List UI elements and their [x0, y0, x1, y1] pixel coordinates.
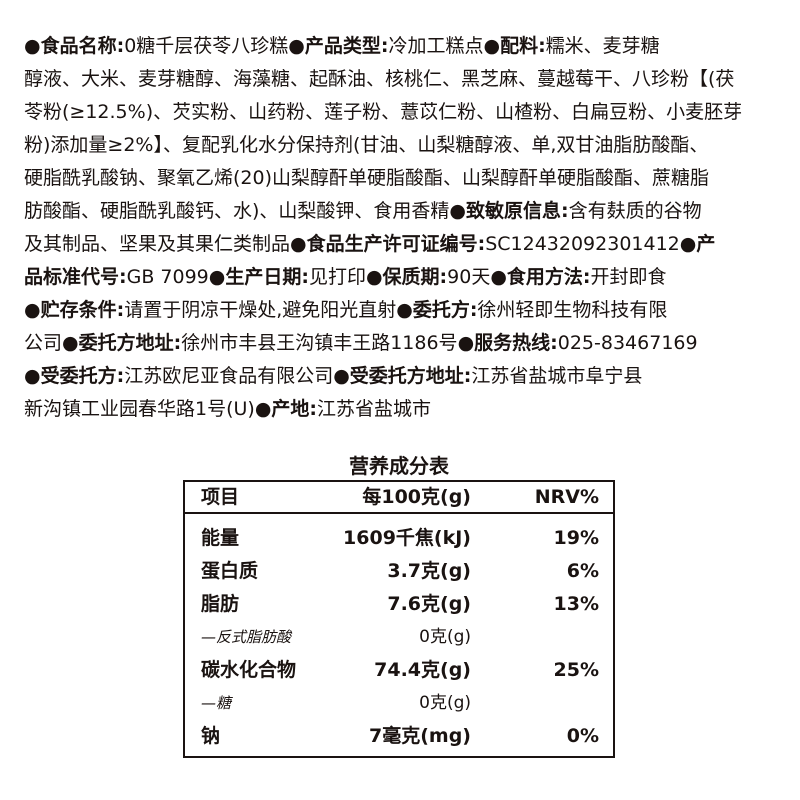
nutrient-nrv: 13% — [553, 593, 599, 615]
field-value: 江苏省盐城市 — [317, 398, 432, 420]
label-line: 品标准代号:GB 7099●生产日期:见打印●保质期:90天●食用方法:开封即食 — [24, 261, 784, 294]
label-line: 及其制品、坚果及其果仁类制品●食品生产许可证编号:SC1243209230141… — [24, 228, 784, 261]
nutrition-table: 项目 每100克(g) NRV% 能量 1609千焦(kJ) 19% 蛋白质 3.7克(… — [183, 480, 615, 758]
label-line: 醇液、大米、麦芽糖醇、海藻糖、起酥油、核桃仁、黑芝麻、蔓越莓干、八珍粉【(茯 — [24, 63, 784, 96]
field-label: ●产品类型: — [288, 35, 389, 57]
field-value: GB 7099 — [126, 266, 209, 288]
field-value: 醇液、大米、麦芽糖醇、海藻糖、起酥油、核桃仁、黑芝麻、蔓越莓干、八珍粉【(茯 — [24, 68, 735, 90]
field-value: 肪酸酯、硬脂酰乳酸钙、水)、山梨酸钾、食用香精 — [24, 200, 450, 222]
field-value: 江苏省盐城市阜宁县 — [471, 365, 643, 387]
nutrient-name: 能量 — [201, 527, 240, 549]
field-value: 0糖千层茯苓八珍糕 — [124, 35, 289, 57]
field-label: 品标准代号: — [24, 266, 127, 288]
nutrient-amount: 7.6克(g) — [387, 593, 471, 615]
field-label: ●受委托方地址: — [333, 365, 472, 387]
field-label: ●服务热线: — [457, 332, 558, 354]
label-line: 硬脂酰乳酸钠、聚氧乙烯(20)山梨醇酐单硬脂酸酯、山梨醇酐单硬脂酸酯、蔗糖脂 — [24, 162, 784, 195]
nutrient-name: 蛋白质 — [201, 560, 259, 582]
field-label: ●配料: — [483, 35, 546, 57]
label-line: 肪酸酯、硬脂酰乳酸钙、水)、山梨酸钾、食用香精●致敏原信息:含有麸质的谷物 — [24, 195, 784, 228]
field-value: 025-83467169 — [557, 332, 698, 354]
field-label: ●食品生产许可证编号: — [290, 233, 486, 255]
label-line: 苓粉(≥12.5%)、芡实粉、山药粉、莲子粉、薏苡仁粉、山楂粉、白扁豆粉、小麦胚… — [24, 96, 784, 129]
nutrition-row: —糖 0克(g) — [185, 687, 613, 720]
nutrient-amount: 3.7克(g) — [387, 560, 471, 582]
nutrition-row: 碳水化合物 74.4克(g) 25% — [185, 654, 613, 687]
field-label: ●贮存条件: — [24, 299, 125, 321]
nutrient-nrv: 25% — [553, 659, 599, 681]
nutrition-header-row: 项目 每100克(g) NRV% — [185, 483, 613, 514]
nutrition-row: —反式脂肪酸 0克(g) — [185, 621, 613, 654]
nutrient-nrv: 19% — [553, 527, 599, 549]
nutrition-row: 钠 7毫克(mg) 0% — [185, 720, 613, 753]
label-line: 粉)添加量≥2%】、复配乳化水分保持剂(甘油、山梨糖醇液、单,双甘油脂肪酸酯、 — [24, 129, 784, 162]
nutrition-row: 脂肪 7.6克(g) 13% — [185, 588, 613, 621]
field-value: 新沟镇工业园春华路1号(U) — [24, 398, 255, 420]
nutrient-amount: 7毫克(mg) — [369, 725, 471, 747]
field-value: 硬脂酰乳酸钠、聚氧乙烯(20)山梨醇酐单硬脂酸酯、山梨醇酐单硬脂酸酯、蔗糖脂 — [24, 167, 710, 189]
field-value: 粉)添加量≥2%】、复配乳化水分保持剂(甘油、山梨糖醇液、单,双甘油脂肪酸酯、 — [24, 134, 709, 156]
field-label: ●委托方地址: — [62, 332, 182, 354]
nutrition-row: 蛋白质 3.7克(g) 6% — [185, 555, 613, 588]
label-line: 公司●委托方地址:徐州市丰县王沟镇丰王路1186号●服务热线:025-83467… — [24, 327, 784, 360]
nutrition-title: 营养成分表 — [349, 454, 449, 478]
label-line: ●贮存条件:请置于阴凉干燥处,避免阳光直射●委托方:徐州轻即生物科技有限 — [24, 294, 784, 327]
nutrient-name: —糖 — [201, 694, 232, 712]
nutrient-name: 碳水化合物 — [201, 659, 297, 681]
header-amount: 每100克(g) — [362, 486, 471, 508]
label-text: ●食品名称:0糖千层茯苓八珍糕●产品类型:冷加工糕点●配料:糯米、麦芽糖醇液、大… — [24, 30, 784, 426]
field-label: ●生产日期: — [208, 266, 309, 288]
field-value: 见打印 — [308, 266, 366, 288]
label-line: ●食品名称:0糖千层茯苓八珍糕●产品类型:冷加工糕点●配料:糯米、麦芽糖 — [24, 30, 784, 63]
nutrient-amount: 74.4克(g) — [374, 659, 471, 681]
field-value: 徐州轻即生物科技有限 — [477, 299, 668, 321]
nutrient-nrv: 6% — [566, 560, 599, 582]
field-value: 公司 — [24, 332, 63, 354]
field-label: ●受委托方: — [24, 365, 125, 387]
field-label: ●保质期: — [365, 266, 448, 288]
nutrient-nrv: 0% — [566, 725, 599, 747]
field-value: SC12432092301412 — [485, 233, 680, 255]
field-value: 90天 — [447, 266, 491, 288]
field-value: 请置于阴凉干燥处,避免阳光直射 — [124, 299, 397, 321]
nutrient-amount: 0克(g) — [419, 693, 471, 713]
field-value: 及其制品、坚果及其果仁类制品 — [24, 233, 291, 255]
field-label: ●产 — [679, 233, 716, 255]
nutrient-amount: 1609千焦(kJ) — [343, 527, 471, 549]
field-label: ●产地: — [254, 398, 318, 420]
field-value: 开封即食 — [590, 266, 667, 288]
nutrient-name: 钠 — [201, 725, 221, 747]
nutrition-row: 能量 1609千焦(kJ) 19% — [185, 522, 613, 555]
field-label: ●食用方法: — [490, 266, 591, 288]
field-label: ●食品名称: — [24, 35, 125, 57]
field-value: 冷加工糕点 — [388, 35, 484, 57]
nutrient-amount: 0克(g) — [419, 627, 471, 647]
label-line: 新沟镇工业园春华路1号(U)●产地:江苏省盐城市 — [24, 393, 784, 426]
field-label: ●委托方: — [396, 299, 478, 321]
label-line: ●受委托方:江苏欧尼亚食品有限公司●受委托方地址:江苏省盐城市阜宁县 — [24, 360, 784, 393]
nutrient-name: 脂肪 — [201, 593, 240, 615]
field-value: 徐州市丰县王沟镇丰王路1186号 — [181, 332, 458, 354]
nutrient-name: —反式脂肪酸 — [201, 628, 292, 646]
field-label: ●致敏原信息: — [449, 200, 569, 222]
field-value: 江苏欧尼亚食品有限公司 — [124, 365, 334, 387]
header-nrv: NRV% — [534, 486, 599, 508]
field-value: 糯米、麦芽糖 — [545, 35, 660, 57]
field-value: 苓粉(≥12.5%)、芡实粉、山药粉、莲子粉、薏苡仁粉、山楂粉、白扁豆粉、小麦胚… — [24, 101, 743, 123]
field-value: 含有麸质的谷物 — [568, 200, 702, 222]
header-item: 项目 — [201, 486, 240, 508]
